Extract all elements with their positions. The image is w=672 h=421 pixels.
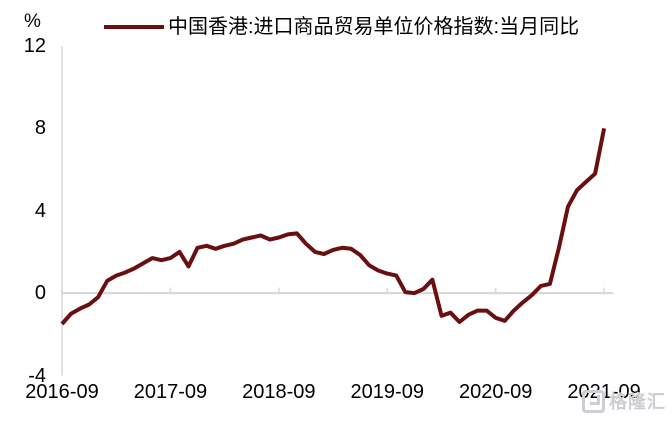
watermark: 格隆汇: [582, 388, 666, 414]
y-tick-label: 4: [34, 199, 46, 222]
legend-line-swatch: [104, 25, 164, 29]
y-tick-label: 0: [34, 282, 46, 305]
x-tick-label: 2020-09: [458, 381, 533, 403]
x-tick-label: 2019-09: [350, 381, 424, 403]
y-axis-unit-label: %: [24, 11, 41, 32]
data-series-line: [60, 128, 607, 326]
x-tick-label: 2016-09: [25, 381, 99, 403]
y-tick-label: 12: [23, 35, 46, 57]
gelonghui-logo-icon: [582, 389, 605, 413]
legend-series-label: 中国香港:进口商品贸易单位价格指数:当月同比: [168, 16, 580, 38]
legend: 中国香港:进口商品贸易单位价格指数:当月同比: [104, 15, 579, 39]
watermark-text: 格隆汇: [609, 392, 666, 412]
y-tick-label: 8: [34, 117, 46, 140]
y-tick-label: -4: [28, 364, 46, 387]
x-tick-label: 2018-09: [242, 381, 316, 403]
x-tick-label: 2017-09: [133, 381, 208, 403]
x-axis-ticks: [61, 287, 605, 295]
